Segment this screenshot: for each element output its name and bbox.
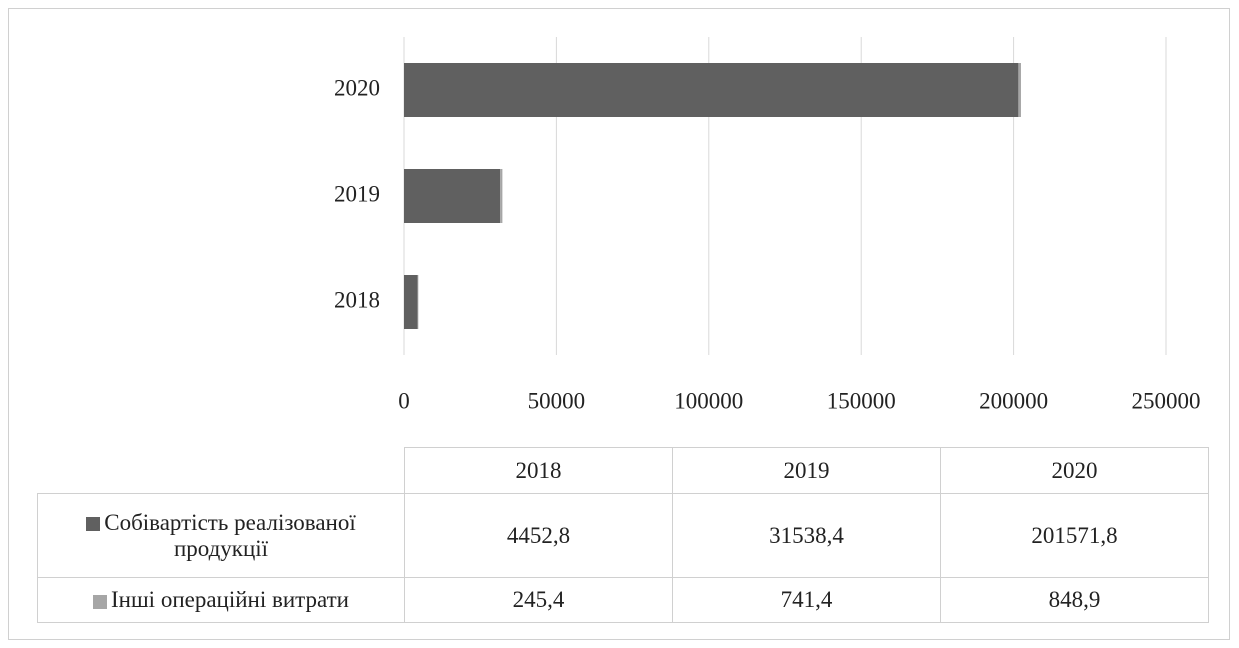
y-tick-label: 2020 bbox=[334, 75, 380, 100]
y-tick-label: 2019 bbox=[334, 181, 380, 206]
table-header-cell: 2020 bbox=[940, 447, 1209, 494]
table-value-cell: 848,9 bbox=[940, 577, 1209, 623]
legend-entry: Собівартість реалізованої продукції bbox=[44, 510, 398, 562]
table-header-cell: 2019 bbox=[672, 447, 941, 494]
x-tick-label: 0 bbox=[398, 388, 410, 413]
table-header-cell: 2018 bbox=[404, 447, 673, 494]
bar-segment bbox=[404, 169, 501, 223]
legend-swatch bbox=[93, 594, 107, 609]
bar-segment bbox=[417, 275, 419, 329]
legend-cell: Собівартість реалізованої продукції bbox=[37, 493, 405, 578]
legend-label: Інші операційні витрати bbox=[111, 587, 349, 612]
legend-label: Собівартість реалізованої продукції bbox=[104, 509, 356, 561]
x-tick-label: 150000 bbox=[827, 388, 896, 413]
table-value-cell: 31538,4 bbox=[672, 493, 941, 578]
bar-segment bbox=[500, 169, 503, 223]
legend-entry: Інші операційні витрати bbox=[93, 587, 349, 613]
x-tick-label: 250000 bbox=[1132, 388, 1201, 413]
table-value-cell: 201571,8 bbox=[940, 493, 1209, 578]
x-tick-label: 50000 bbox=[528, 388, 586, 413]
bar-segment bbox=[1018, 63, 1021, 117]
x-tick-label: 100000 bbox=[674, 388, 743, 413]
bar-segment bbox=[404, 63, 1019, 117]
table-value-cell: 741,4 bbox=[672, 577, 941, 623]
table-value-cell: 245,4 bbox=[404, 577, 673, 623]
y-tick-label: 2018 bbox=[334, 287, 380, 312]
legend-swatch bbox=[86, 517, 101, 532]
legend-cell: Інші операційні витрати bbox=[37, 577, 405, 623]
table-value-cell: 4452,8 bbox=[404, 493, 673, 578]
bar-segment bbox=[404, 275, 418, 329]
x-tick-label: 200000 bbox=[979, 388, 1048, 413]
